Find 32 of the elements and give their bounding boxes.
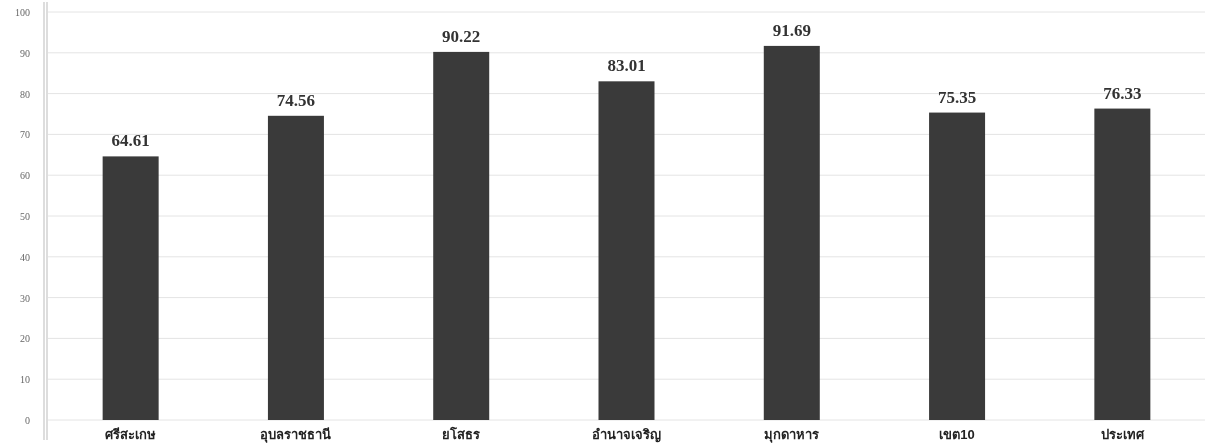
bar [1094, 108, 1151, 420]
bar [598, 81, 655, 420]
y-tick-label: 80 [20, 88, 30, 100]
data-label: 74.56 [276, 90, 316, 110]
bar [433, 51, 490, 420]
y-tick-label: 40 [20, 251, 30, 263]
x-tick-label: ประเทศ [1100, 427, 1145, 442]
data-label: 75.35 [937, 87, 977, 107]
bar [267, 115, 324, 420]
x-tick-label: เขต10 [939, 427, 975, 442]
data-label: 91.69 [772, 20, 811, 40]
data-label: 64.61 [111, 131, 150, 151]
y-tick-label: 10 [20, 374, 30, 386]
x-tick-label: ศรีสะเกษ [105, 427, 157, 442]
x-tick-label: อำนาจเจริญ [592, 427, 661, 443]
y-tick-label: 0 [25, 415, 30, 426]
x-tick-label: มุกดาหาร [764, 427, 820, 443]
y-tick-label: 100 [15, 7, 30, 18]
y-tick-label: 30 [20, 292, 30, 304]
bar [929, 112, 986, 420]
y-tick-label: 20 [20, 333, 30, 345]
y-tick-label: 90 [20, 47, 30, 59]
data-label: 83.01 [607, 56, 646, 76]
y-tick-label: 50 [20, 211, 30, 222]
bar [102, 156, 159, 420]
bar [763, 45, 820, 420]
data-label: 76.33 [1103, 83, 1142, 103]
y-tick-label: 60 [20, 170, 30, 182]
x-tick-label: อุบลราชธานี [260, 427, 332, 443]
x-tick-label: ยโสธร [442, 426, 481, 442]
data-label: 90.22 [442, 26, 481, 46]
y-tick-label: 70 [20, 129, 30, 141]
